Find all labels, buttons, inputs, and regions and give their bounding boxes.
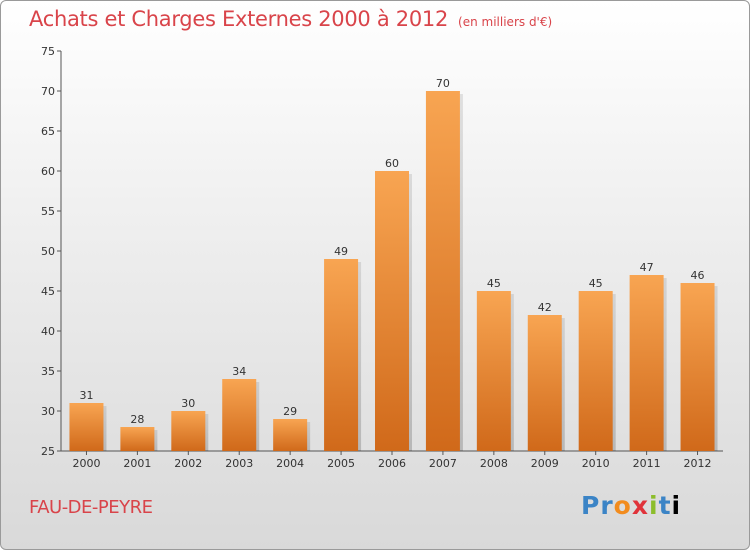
logo-letter: o: [613, 491, 632, 520]
bar-value-label: 45: [487, 277, 501, 290]
bar-value-label: 31: [79, 389, 93, 402]
bar: [171, 411, 206, 451]
bar: [222, 379, 257, 451]
chart-labels: 2000 31 2001 28 2002 30 2003 34 2004 29 2005 49 2006…: [72, 77, 711, 470]
chart-bars: [69, 91, 718, 451]
y-tick-label: 30: [41, 405, 55, 418]
bar: [69, 403, 104, 451]
bar: [527, 315, 562, 451]
bar-value-label: 34: [232, 365, 246, 378]
x-tick-label: 2006: [378, 457, 406, 470]
bar: [680, 283, 715, 451]
y-tick-label: 70: [41, 85, 55, 98]
bar: [375, 171, 409, 451]
proxiti-logo: Proxiti: [581, 491, 681, 520]
y-tick-label: 60: [41, 165, 55, 178]
y-tick-label: 50: [41, 245, 55, 258]
bar: [273, 419, 308, 451]
logo-letter: x: [631, 491, 649, 520]
bar: [629, 275, 664, 451]
bar: [324, 259, 359, 451]
x-tick-label: 2002: [174, 457, 202, 470]
y-tick-label: 35: [41, 365, 55, 378]
logo-letter: t: [658, 491, 672, 520]
bar: [578, 291, 613, 451]
location-name: FAU-DE-PEYRE: [29, 497, 153, 518]
bar-value-label: 45: [589, 277, 603, 290]
bar-value-label: 60: [385, 157, 399, 170]
x-tick-label: 2001: [123, 457, 151, 470]
bar: [476, 291, 511, 451]
x-tick-label: 2008: [480, 457, 508, 470]
x-tick-label: 2009: [531, 457, 559, 470]
bar-value-label: 70: [436, 77, 450, 90]
logo-letter: r: [600, 491, 614, 520]
y-tick-label: 45: [41, 285, 55, 298]
bar: [425, 91, 460, 451]
x-tick-label: 2004: [276, 457, 304, 470]
bar-value-label: 47: [640, 261, 654, 274]
bar-value-label: 46: [691, 269, 705, 282]
x-tick-label: 2012: [684, 457, 712, 470]
bar: [120, 427, 155, 451]
bar-value-label: 28: [130, 413, 144, 426]
bar-value-label: 30: [181, 397, 195, 410]
x-tick-label: 2007: [429, 457, 457, 470]
y-tick-label: 25: [41, 445, 55, 458]
y-tick-label: 65: [41, 125, 55, 138]
x-tick-label: 2000: [72, 457, 100, 470]
x-tick-label: 2010: [582, 457, 610, 470]
chart-subtitle: (en milliers d'€): [458, 15, 553, 29]
bar-value-label: 49: [334, 245, 348, 258]
chart-title-text: Achats et Charges Externes 2000 à 2012: [29, 7, 449, 31]
y-tick-label: 75: [41, 45, 55, 58]
bar-value-label: 42: [538, 301, 552, 314]
logo-letter: i: [649, 491, 659, 520]
x-tick-label: 2003: [225, 457, 253, 470]
y-tick-label: 55: [41, 205, 55, 218]
x-tick-label: 2011: [633, 457, 661, 470]
y-tick-label: 40: [41, 325, 55, 338]
bar-value-label: 29: [283, 405, 297, 418]
chart-title: Achats et Charges Externes 2000 à 2012 (e…: [29, 7, 552, 31]
logo-letter: P: [581, 491, 601, 520]
x-tick-label: 2005: [327, 457, 355, 470]
logo-letter: i: [671, 491, 682, 520]
